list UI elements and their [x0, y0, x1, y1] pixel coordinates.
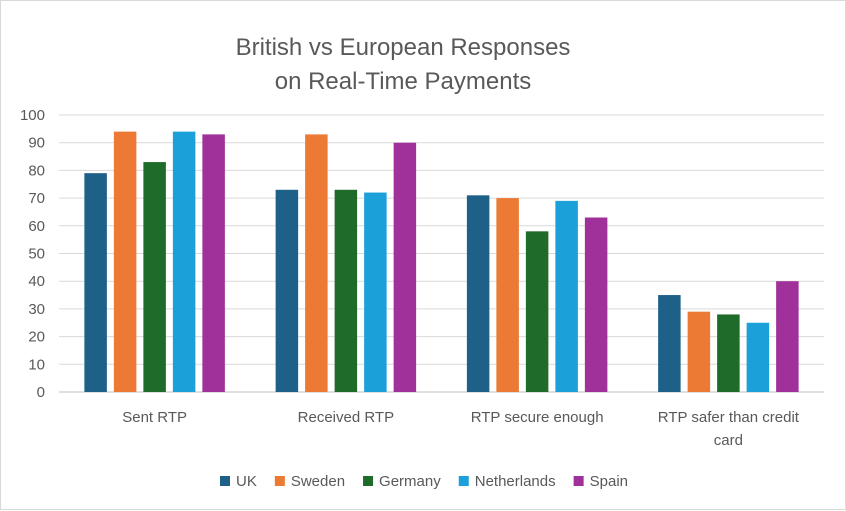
legend-swatch-spain [573, 476, 584, 486]
bar-spain-4 [776, 281, 799, 392]
legend-label-uk: UK [236, 473, 257, 490]
legend: UK Sweden Germany Netherlands Spain [219, 473, 628, 490]
bar-sweden-3 [496, 198, 519, 392]
bar-spain-1 [202, 134, 225, 392]
legend-swatch-netherlands [458, 476, 469, 486]
bar-uk-3 [466, 195, 490, 392]
bar-spain-3 [584, 217, 608, 392]
legend-swatch-sweden [274, 476, 285, 486]
legend-label-spain: Spain [590, 473, 628, 490]
y-tick-label-60: 60 [28, 218, 45, 235]
y-tick-label-0: 0 [37, 384, 45, 401]
x-axis-categories: Sent RTP Received RTP RTP secure enough RTP… [122, 409, 800, 449]
chart-title-line-2: on Real-Time Payments [275, 68, 532, 95]
legend-label-germany: Germany [379, 473, 441, 490]
y-tick-label-30: 30 [28, 301, 45, 318]
bar-germany-1 [143, 162, 166, 392]
bar-sweden-1 [113, 131, 137, 392]
x-category-label-4-line-1: RTP safer than credit [658, 409, 800, 426]
y-tick-label-10: 10 [28, 356, 45, 373]
bar-netherlands-1 [172, 131, 196, 392]
bar-uk-2 [275, 189, 299, 392]
bar-uk-1 [84, 173, 107, 392]
legend-swatch-uk [219, 476, 230, 486]
y-tick-label-100: 100 [20, 107, 45, 124]
y-tick-label-90: 90 [28, 135, 45, 152]
bar-sweden-2 [305, 134, 328, 392]
bar-spain-2 [393, 142, 417, 392]
legend-label-netherlands: Netherlands [475, 473, 556, 490]
x-category-label-3: RTP secure enough [471, 409, 604, 426]
legend-label-sweden: Sweden [291, 473, 345, 490]
chart-title-line-1: British vs European Responses [236, 34, 571, 61]
bar-netherlands-3 [555, 200, 578, 392]
bar-netherlands-4 [746, 322, 770, 392]
y-tick-label-80: 80 [28, 162, 45, 179]
bar-germany-2 [334, 189, 358, 392]
bar-sweden-4 [687, 311, 711, 392]
bar-germany-3 [525, 231, 549, 392]
bar-germany-4 [717, 314, 740, 392]
x-category-label-4-line-2: card [714, 432, 743, 449]
legend-swatch-germany [363, 476, 374, 486]
y-tick-label-50: 50 [28, 246, 45, 263]
bar-netherlands-2 [364, 192, 387, 392]
y-tick-label-40: 40 [28, 273, 45, 290]
y-tick-label-70: 70 [28, 190, 45, 207]
bar-uk-4 [658, 295, 681, 392]
bars [84, 131, 799, 392]
x-category-label-2: Received RTP [298, 409, 394, 426]
x-category-label-1: Sent RTP [122, 409, 187, 426]
y-axis-ticks: 0 10 20 30 40 50 60 70 80 90 100 [20, 107, 45, 401]
y-tick-label-20: 20 [28, 329, 45, 346]
